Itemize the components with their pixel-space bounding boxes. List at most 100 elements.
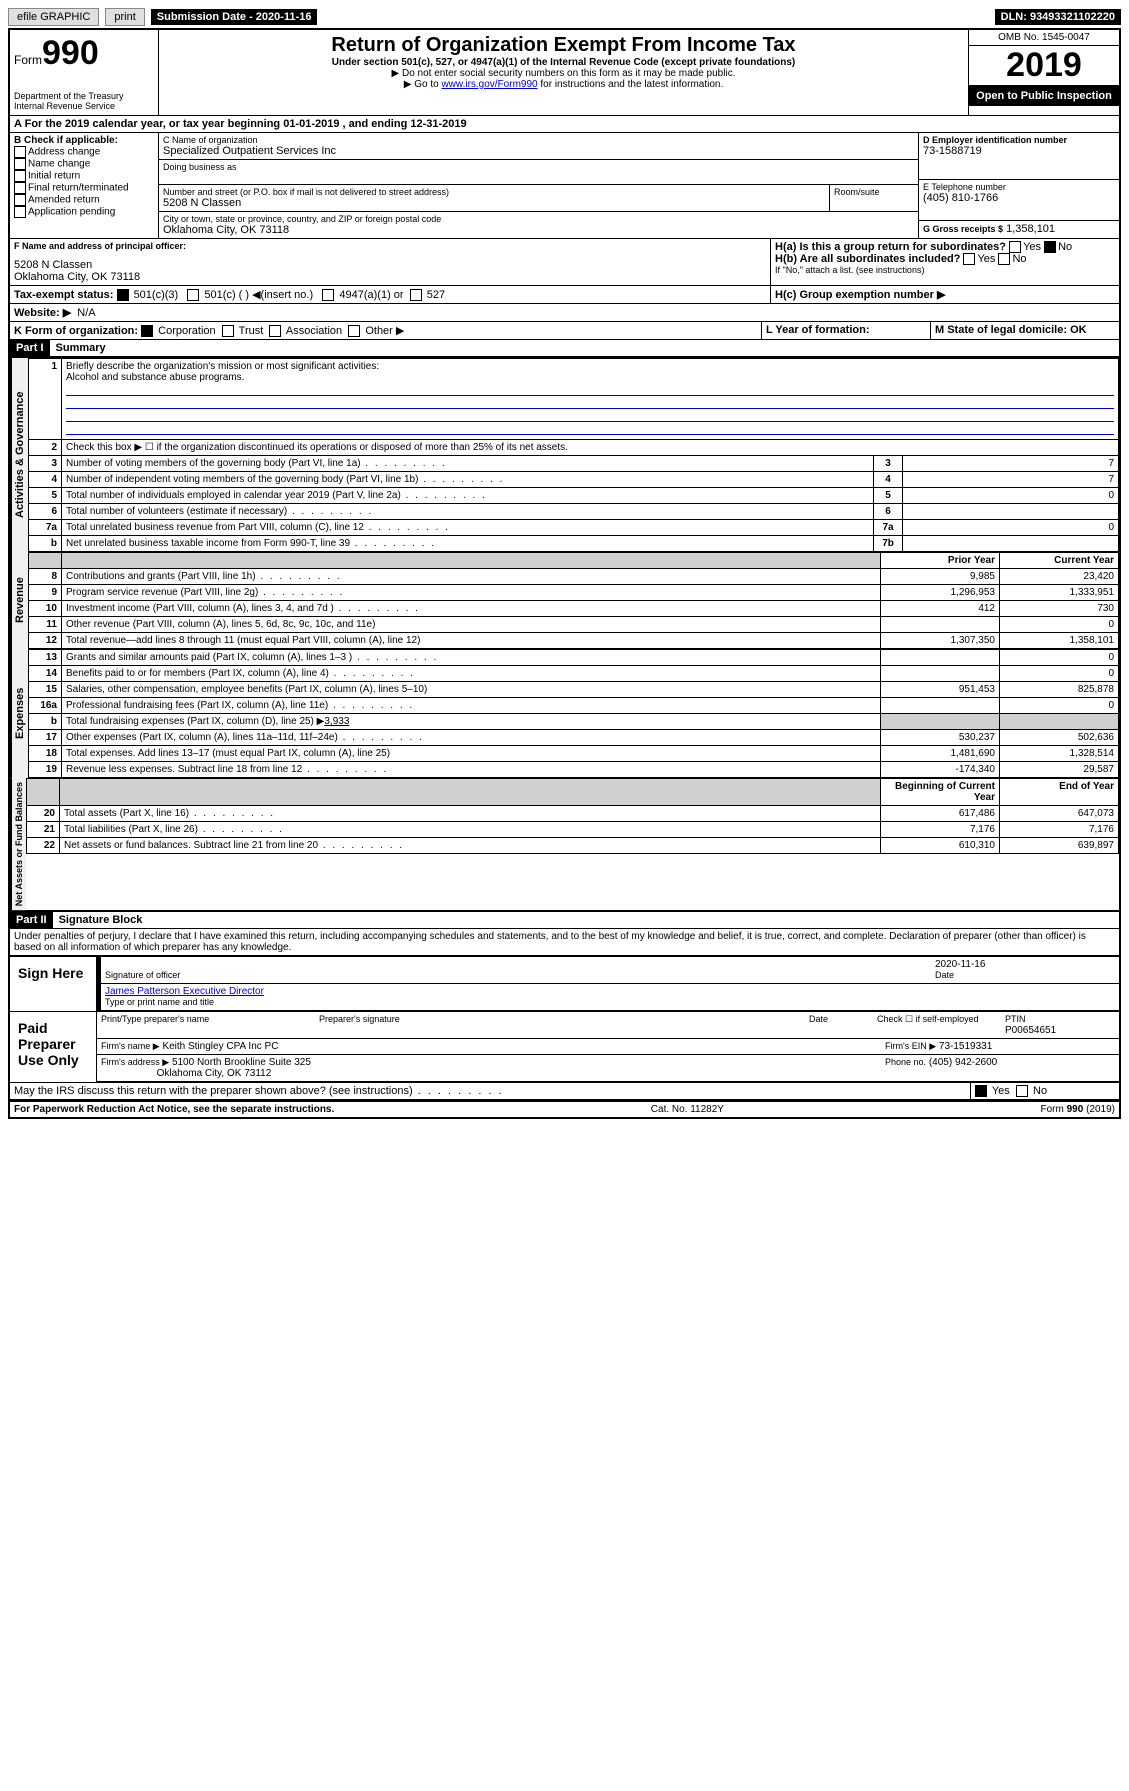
l22: Net assets or fund balances. Subtract li… (60, 838, 881, 854)
gross-receipts: 1,358,101 (1006, 223, 1055, 235)
cat-no: Cat. No. 11282Y (651, 1104, 724, 1115)
box-k: K Form of organization: Corporation Trus… (10, 322, 762, 339)
sign-here-label: Sign Here (10, 957, 97, 1011)
city-label: City or town, state or province, country… (163, 214, 914, 224)
h-b: H(b) Are all subordinates included? Yes … (775, 253, 1115, 265)
p8: 9,985 (881, 569, 1000, 585)
box-g-label: G Gross receipts $ (923, 224, 1003, 234)
p20: 617,486 (881, 806, 1000, 822)
current-year-hdr: Current Year (1000, 553, 1119, 569)
box-d-label: D Employer identification number (923, 135, 1115, 145)
box-b-label: B Check if applicable: (14, 135, 154, 146)
l16a: Professional fundraising fees (Part IX, … (62, 698, 881, 714)
firm-ein: 73-1519331 (939, 1041, 992, 1052)
discuss-question: May the IRS discuss this return with the… (10, 1083, 971, 1099)
end-hdr: End of Year (1000, 779, 1119, 806)
cb-initial-return[interactable]: Initial return (14, 170, 154, 182)
c8: 23,420 (1000, 569, 1119, 585)
c22: 639,897 (1000, 838, 1119, 854)
p10: 412 (881, 601, 1000, 617)
l9: Program service revenue (Part VIII, line… (62, 585, 881, 601)
name-title-label: Type or print name and title (105, 997, 214, 1007)
form-footer: Form 990 (2019) (1041, 1104, 1115, 1115)
cb-name-change[interactable]: Name change (14, 158, 154, 170)
c11: 0 (1000, 617, 1119, 633)
p11 (881, 617, 1000, 633)
l12: Total revenue—add lines 8 through 11 (mu… (62, 633, 881, 649)
form-number: 990 (42, 34, 99, 72)
cb-app-pending[interactable]: Application pending (14, 206, 154, 218)
firm-name: Keith Stingley CPA Inc PC (162, 1041, 278, 1052)
efile-button[interactable]: efile GRAPHIC (8, 8, 99, 26)
print-button[interactable]: print (105, 8, 144, 26)
l4: Number of independent voting members of … (62, 472, 874, 488)
v5: 0 (903, 488, 1119, 504)
v7a: 0 (903, 520, 1119, 536)
c12: 1,358,101 (1000, 633, 1119, 649)
h-a: H(a) Is this a group return for subordin… (775, 241, 1115, 253)
l21: Total liabilities (Part X, line 26) (60, 822, 881, 838)
phone-label: Phone no. (885, 1057, 926, 1067)
p13 (881, 650, 1000, 666)
phone: (405) 942-2600 (929, 1057, 997, 1068)
box-m: M State of legal domicile: OK (935, 324, 1087, 336)
instructions-link[interactable]: www.irs.gov/Form990 (441, 79, 537, 90)
ptin: P00654651 (1005, 1025, 1056, 1036)
date-label: Date (935, 970, 954, 980)
p19: -174,340 (881, 762, 1000, 778)
firm-addr-label: Firm's address ▶ (101, 1057, 169, 1067)
officer-addr1: 5208 N Classen (14, 259, 766, 271)
telephone: (405) 810-1766 (923, 192, 1115, 204)
prep-sig-label: Preparer's signature (319, 1014, 400, 1024)
c15: 825,878 (1000, 682, 1119, 698)
cb-address-change[interactable]: Address change (14, 146, 154, 158)
box-l-label: L Year of formation: (766, 324, 870, 336)
period-a: A For the 2019 calendar year, or tax yea… (10, 116, 1119, 132)
c13: 0 (1000, 650, 1119, 666)
l13: Grants and similar amounts paid (Part IX… (62, 650, 881, 666)
box-j-label: Website: ▶ (14, 307, 71, 319)
l10: Investment income (Part VIII, column (A)… (62, 601, 881, 617)
c17: 502,636 (1000, 730, 1119, 746)
open-public-badge: Open to Public Inspection (969, 86, 1119, 106)
paid-preparer-label: Paid Preparer Use Only (10, 1012, 97, 1082)
l2: Check this box ▶ ☐ if the organization d… (62, 440, 1119, 456)
l17: Other expenses (Part IX, column (A), lin… (62, 730, 881, 746)
c21: 7,176 (1000, 822, 1119, 838)
subtitle-3: ▶ Go to www.irs.gov/Form990 for instruct… (163, 79, 964, 90)
v3: 7 (903, 456, 1119, 472)
submission-date: Submission Date - 2020-11-16 (151, 9, 318, 25)
officer-name[interactable]: James Patterson Executive Director (105, 986, 264, 997)
city-state-zip: Oklahoma City, OK 73118 (163, 224, 914, 236)
p12: 1,307,350 (881, 633, 1000, 649)
box-i: Tax-exempt status: 501(c)(3) 501(c) ( ) … (10, 286, 771, 303)
l11: Other revenue (Part VIII, column (A), li… (62, 617, 881, 633)
l5: Total number of individuals employed in … (62, 488, 874, 504)
l14: Benefits paid to or for members (Part IX… (62, 666, 881, 682)
p16a (881, 698, 1000, 714)
firm-name-label: Firm's name ▶ (101, 1041, 160, 1051)
h-note: If "No," attach a list. (see instruction… (775, 265, 1115, 275)
cb-final-return[interactable]: Final return/terminated (14, 182, 154, 194)
vtab-expenses: Expenses (10, 649, 28, 778)
p14 (881, 666, 1000, 682)
prior-year-hdr: Prior Year (881, 553, 1000, 569)
l7a: Total unrelated business revenue from Pa… (62, 520, 874, 536)
part1-title: Summary (50, 340, 112, 356)
box-c-name-label: C Name of organization (163, 135, 914, 145)
prep-date-label: Date (809, 1014, 828, 1024)
l16b: Total fundraising expenses (Part IX, col… (62, 714, 881, 730)
subtitle-1: Under section 501(c), 527, or 4947(a)(1)… (163, 57, 964, 68)
l18: Total expenses. Add lines 13–17 (must eq… (62, 746, 881, 762)
c18: 1,328,514 (1000, 746, 1119, 762)
org-name: Specialized Outpatient Services Inc (163, 145, 914, 157)
p15: 951,453 (881, 682, 1000, 698)
p22: 610,310 (881, 838, 1000, 854)
part2-bar: Part II (10, 912, 53, 928)
pra-notice: For Paperwork Reduction Act Notice, see … (14, 1104, 334, 1115)
addr-label: Number and street (or P.O. box if mail i… (163, 187, 825, 197)
cb-amended[interactable]: Amended return (14, 194, 154, 206)
officer-addr2: Oklahoma City, OK 73118 (14, 271, 766, 283)
form-990: Form990 Department of the Treasury Inter… (8, 28, 1121, 1119)
cb-501c3[interactable] (117, 289, 129, 301)
